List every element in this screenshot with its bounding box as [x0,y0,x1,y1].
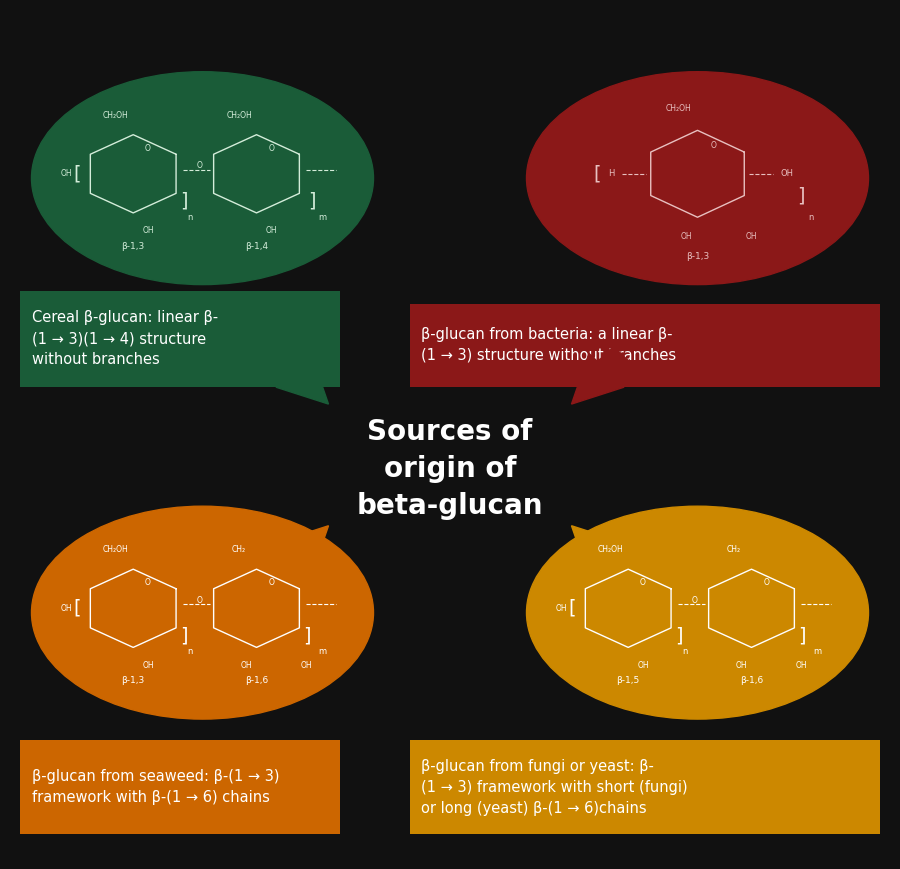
Text: n: n [808,213,814,222]
Text: m: m [814,647,822,656]
Text: β-glucan from bacteria: a linear β-
(1 → 3) structure without branches: β-glucan from bacteria: a linear β- (1 →… [421,327,676,363]
Text: n: n [188,647,193,656]
Ellipse shape [32,72,374,285]
Text: Cereal β-glucan: linear β-
(1 → 3)(1 → 4) structure
without branches: Cereal β-glucan: linear β- (1 → 3)(1 → 4… [32,310,218,368]
Text: [: [ [74,599,81,618]
Text: ]: ] [303,627,311,645]
Text: O: O [197,162,203,170]
Text: O: O [711,141,716,150]
FancyArrow shape [269,526,328,583]
Text: ]: ] [675,627,683,645]
Text: OH: OH [555,604,567,613]
Text: OH: OH [780,169,793,178]
FancyBboxPatch shape [410,740,880,834]
Text: OH: OH [637,660,649,669]
Text: ]: ] [180,627,188,645]
Text: ]: ] [797,186,805,205]
Text: OH: OH [142,660,154,669]
Text: OH: OH [736,660,747,669]
Text: ]: ] [180,192,188,210]
Text: OH: OH [746,232,757,242]
FancyArrow shape [269,347,328,404]
Text: [: [ [594,164,601,183]
Text: O: O [692,596,698,605]
Text: H: H [608,169,615,178]
FancyArrow shape [572,347,631,404]
Text: Sources of
origin of
beta-glucan: Sources of origin of beta-glucan [356,419,544,520]
Ellipse shape [32,506,374,720]
Text: n: n [188,213,193,222]
Text: O: O [268,144,274,153]
Text: O: O [268,579,274,587]
Text: CH₂OH: CH₂OH [666,104,691,113]
Text: β-1,4: β-1,4 [245,242,268,250]
Text: O: O [640,579,646,587]
FancyBboxPatch shape [20,740,340,834]
Text: OH: OH [60,169,72,178]
Text: CH₂: CH₂ [727,545,742,554]
Text: OH: OH [142,226,154,235]
Text: CH₂OH: CH₂OH [598,545,624,554]
Text: OH: OH [301,660,311,669]
Text: β-glucan from fungi or yeast: β-
(1 → 3) framework with short (fungi)
or long (y: β-glucan from fungi or yeast: β- (1 → 3)… [421,759,688,816]
Text: CH₂: CH₂ [232,545,247,554]
Text: OH: OH [266,226,277,235]
Text: OH: OH [681,232,692,242]
Text: β-1,3: β-1,3 [686,252,709,261]
Ellipse shape [526,72,868,285]
Text: β-1,5: β-1,5 [616,676,640,685]
FancyArrow shape [572,526,631,583]
Text: m: m [319,213,327,222]
Text: [: [ [74,164,81,183]
Text: β-1,3: β-1,3 [122,242,145,250]
FancyBboxPatch shape [20,291,340,387]
Text: β-1,6: β-1,6 [245,676,268,685]
Text: CH₂OH: CH₂OH [226,110,252,120]
Text: CH₂OH: CH₂OH [103,545,129,554]
Text: ]: ] [309,192,316,210]
Text: OH: OH [60,604,72,613]
Text: [: [ [569,599,576,618]
Text: ]: ] [798,627,806,645]
Text: β-1,6: β-1,6 [740,676,763,685]
FancyBboxPatch shape [410,304,880,387]
Text: O: O [763,579,769,587]
Text: β-1,3: β-1,3 [122,676,145,685]
Text: OH: OH [796,660,806,669]
Ellipse shape [526,506,868,720]
Text: β-glucan from seaweed: β-(1 → 3)
framework with β-(1 → 6) chains: β-glucan from seaweed: β-(1 → 3) framewo… [32,769,279,806]
Text: CH₂OH: CH₂OH [103,110,129,120]
Text: OH: OH [241,660,252,669]
Text: m: m [319,647,327,656]
Text: O: O [197,596,203,605]
Text: n: n [682,647,688,656]
Text: O: O [145,579,151,587]
Text: O: O [145,144,151,153]
